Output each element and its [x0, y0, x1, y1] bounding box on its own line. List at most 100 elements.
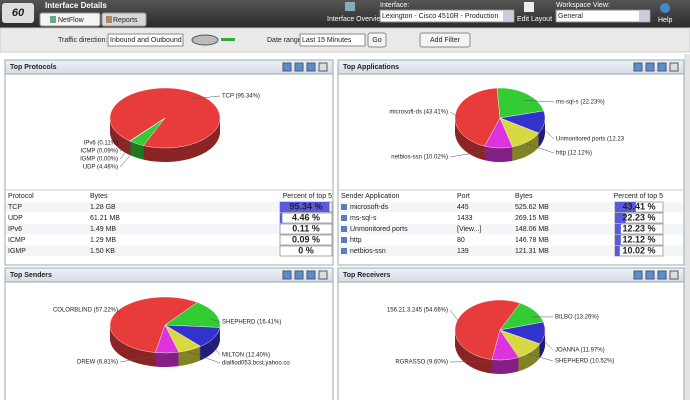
panel-tool[interactable] [318, 270, 328, 280]
tab-label[interactable]: Reports [113, 17, 138, 24]
scrollbar[interactable] [684, 54, 690, 400]
date-select[interactable] [299, 33, 366, 47]
help-icon[interactable] [660, 3, 670, 13]
interface-overview[interactable]: Interface Overview [327, 16, 386, 23]
row-icon [341, 237, 347, 243]
leader-line [449, 309, 462, 326]
panel-title: Top Senders [10, 272, 52, 279]
pie-slice [109, 296, 198, 353]
pie-label: SHEPHERD (16.41%) [222, 320, 281, 326]
panel-tool[interactable] [669, 270, 679, 280]
row-bg [339, 235, 683, 245]
pie-slice [155, 324, 180, 354]
help[interactable]: Help [658, 17, 673, 24]
panel-title: Top Applications [343, 64, 399, 71]
interface-label: Interface: [380, 2, 409, 9]
percent-label: 12.23 % [622, 223, 655, 233]
panel-tool[interactable] [633, 270, 643, 280]
leader-line [208, 340, 221, 356]
percent-label: 22.23 % [622, 212, 655, 222]
logo: 60 [12, 7, 25, 19]
go-button[interactable] [367, 32, 387, 48]
tab[interactable] [101, 12, 147, 27]
workspace-select[interactable] [555, 9, 651, 23]
pie-label: ICMP (0.09%) [80, 149, 118, 155]
go-label[interactable]: Go [372, 37, 381, 44]
table-cell: 61.21 MB [90, 215, 120, 222]
overview-icon[interactable] [345, 2, 355, 11]
tab-icon [50, 16, 56, 23]
pie-slice [496, 87, 544, 119]
pie-label: 156.21.3.245 (54.66%) [387, 308, 448, 314]
pie-label: JOANNA (11.97%) [555, 348, 605, 354]
percent-bar [615, 235, 621, 245]
pie-label: dialfiod053.bcst.yahoo.co [222, 361, 290, 367]
select-arrow[interactable] [639, 11, 649, 21]
tab-label[interactable]: NetFlow [58, 17, 85, 24]
panel-tool[interactable] [657, 62, 667, 72]
workspace-label: Workspace View: [556, 2, 610, 9]
row-icon [341, 204, 347, 210]
traffic-label: Traffic direction: [58, 37, 107, 44]
panel-title: Top Protocols [10, 64, 57, 71]
panel-tool[interactable] [645, 270, 655, 280]
leader-line [187, 351, 221, 364]
add-filter-button[interactable] [419, 32, 471, 48]
panel-tool[interactable] [633, 62, 643, 72]
table-cell: microsoft-ds [350, 204, 389, 211]
panel-tool[interactable] [645, 62, 655, 72]
table-cell: ms-sql-s [350, 215, 377, 222]
pie-label: Unmonitored ports (12.23 [556, 137, 625, 143]
interface-select[interactable] [379, 9, 515, 23]
panel-tool[interactable] [657, 270, 667, 280]
table-cell[interactable]: [View...] [457, 226, 481, 233]
panel-tool[interactable] [306, 62, 316, 72]
leader-line [539, 125, 555, 140]
edit-icon[interactable] [524, 2, 534, 12]
percent-bar [615, 213, 626, 223]
traffic-select[interactable] [107, 33, 184, 47]
percent-bar [280, 202, 330, 212]
pie-label: netbios-ssn (10.02%) [391, 155, 448, 161]
pie-slice [454, 87, 501, 147]
table-cell: 525.62 MB [515, 204, 549, 211]
panel-tool[interactable] [318, 62, 328, 72]
table-cell: 148.06 MB [515, 226, 549, 233]
add-filter-label[interactable]: Add Filter [430, 37, 461, 44]
pie-label: RGRASSO (9.60%) [395, 360, 448, 366]
pie-label: SHEPHERD (10.52%) [555, 359, 614, 365]
pie-slice [164, 302, 221, 328]
table-cell: http [350, 237, 362, 244]
row-bg [339, 202, 683, 212]
leader-line [119, 142, 134, 152]
panel-tool[interactable] [306, 270, 316, 280]
panel-tool[interactable] [294, 62, 304, 72]
pie-slice [454, 299, 521, 360]
column-header: Percent of top 5 [614, 193, 664, 200]
direction-arrow [221, 38, 235, 41]
pie-label: DREW (6.81%) [77, 360, 118, 366]
column-header: Percent of top 5 [283, 193, 333, 200]
panel-tool[interactable] [669, 62, 679, 72]
percent-bar [615, 246, 620, 256]
table-cell: Unmonitored ports [350, 226, 408, 233]
table-cell: 269.15 MB [515, 215, 549, 222]
row-bg [6, 213, 332, 223]
table-cell: 121.31 MB [515, 248, 549, 255]
pie-slice [484, 117, 513, 149]
row-bg [6, 246, 332, 256]
panel-header [337, 59, 685, 75]
panel-tool[interactable] [282, 270, 292, 280]
leader-line [119, 144, 140, 168]
edit-layout[interactable]: Edit Layout [517, 16, 552, 23]
row-bg [6, 224, 332, 234]
table-cell: ICMP [8, 237, 26, 244]
panel-tool[interactable] [294, 270, 304, 280]
percent-label: 0 % [298, 245, 314, 255]
select-arrow[interactable] [503, 11, 513, 21]
panel-tool[interactable] [282, 62, 292, 72]
column-header: Bytes [90, 193, 108, 200]
table-cell: 80 [457, 237, 465, 244]
tab-icon [106, 16, 112, 23]
